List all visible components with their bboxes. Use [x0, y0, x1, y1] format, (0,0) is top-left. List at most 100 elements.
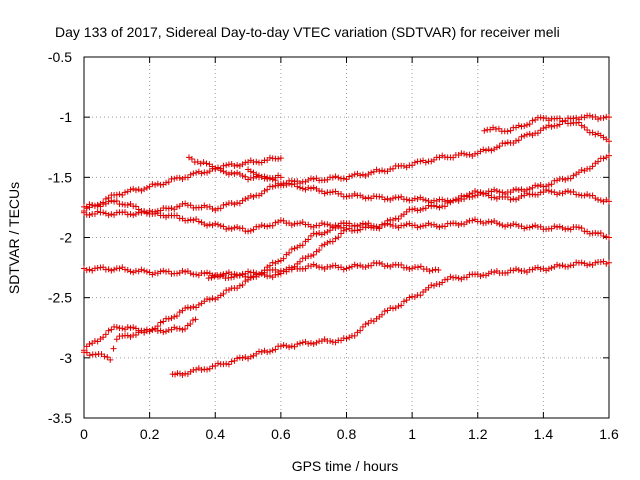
data-point [578, 259, 585, 266]
data-point [376, 225, 383, 232]
data-point [223, 270, 230, 277]
data-point [504, 128, 511, 135]
data-point [220, 290, 227, 297]
data-point [562, 176, 569, 183]
x-tick-label: 0.4 [206, 426, 226, 442]
data-point [562, 188, 569, 195]
data-point [340, 227, 347, 234]
data-point [600, 232, 607, 239]
data-point [554, 177, 561, 184]
data-point [179, 307, 186, 314]
y-tick-label: -2 [60, 230, 73, 246]
data-point [138, 266, 145, 273]
data-point [482, 219, 489, 226]
data-point [212, 207, 219, 214]
data-point [209, 295, 216, 302]
data-point [458, 192, 465, 199]
data-point [250, 274, 257, 281]
data-point [534, 130, 541, 137]
data-point [187, 171, 194, 178]
data-point [206, 296, 213, 303]
data-point [217, 222, 224, 229]
data-point [266, 154, 273, 161]
data-point [606, 234, 612, 241]
data-point [417, 292, 424, 299]
data-point [204, 169, 211, 176]
data-point [600, 114, 607, 121]
data-point [469, 193, 476, 200]
data-point [435, 266, 442, 273]
data-point [513, 265, 520, 272]
data-point [173, 312, 180, 319]
data-point [283, 342, 290, 349]
data-point [534, 264, 541, 271]
data-point [307, 175, 314, 182]
data-point [425, 284, 432, 291]
data-point [264, 223, 271, 230]
data-point [327, 263, 334, 270]
data-point [433, 198, 440, 205]
data-point [439, 196, 446, 203]
data-point [288, 246, 295, 253]
data-point [321, 241, 328, 248]
data-point [441, 198, 448, 205]
data-point [209, 205, 216, 212]
data-point [275, 155, 282, 162]
data-point [439, 279, 446, 286]
data-point [586, 230, 593, 237]
data-point [184, 322, 191, 329]
data-point [570, 172, 577, 179]
data-point [384, 217, 391, 224]
data-point [245, 176, 252, 183]
data-point [332, 235, 339, 242]
data-point [455, 275, 462, 282]
data-point [250, 174, 257, 181]
data-point [261, 187, 268, 194]
data-point [310, 341, 317, 348]
data-point [209, 163, 216, 170]
data-point [83, 349, 90, 356]
data-point [182, 325, 189, 332]
data-point [409, 265, 416, 272]
data-point [496, 221, 503, 228]
data-point [307, 253, 314, 260]
data-point [310, 261, 317, 268]
data-point [554, 224, 561, 231]
data-point [209, 222, 216, 229]
data-point [154, 323, 161, 330]
data-point [198, 170, 205, 177]
data-point [108, 211, 115, 218]
data-point [548, 188, 555, 195]
data-point [242, 159, 249, 166]
data-point [472, 150, 479, 157]
data-point [253, 171, 260, 178]
data-point [589, 163, 596, 170]
data-point [321, 229, 328, 236]
data-point [526, 186, 533, 193]
data-point [545, 181, 552, 188]
data-point [141, 186, 148, 193]
data-point [543, 186, 550, 193]
data-point [463, 218, 470, 225]
data-point [343, 335, 350, 342]
data-point [220, 223, 227, 230]
data-point [135, 186, 142, 193]
data-point [228, 225, 235, 232]
data-point [127, 186, 134, 193]
data-point [335, 223, 342, 230]
x-tick-label: 1.6 [599, 426, 619, 442]
data-point [398, 302, 405, 309]
data-point [216, 273, 223, 280]
data-point [450, 197, 457, 204]
data-point [182, 305, 189, 312]
series-s5 [81, 316, 199, 354]
data-point [529, 191, 536, 198]
data-point [477, 273, 484, 280]
data-point [157, 319, 164, 326]
data-point [310, 251, 317, 258]
data-point [208, 274, 215, 281]
data-point [327, 337, 334, 344]
data-point [504, 139, 511, 146]
data-point [190, 217, 197, 224]
data-point [192, 316, 199, 323]
